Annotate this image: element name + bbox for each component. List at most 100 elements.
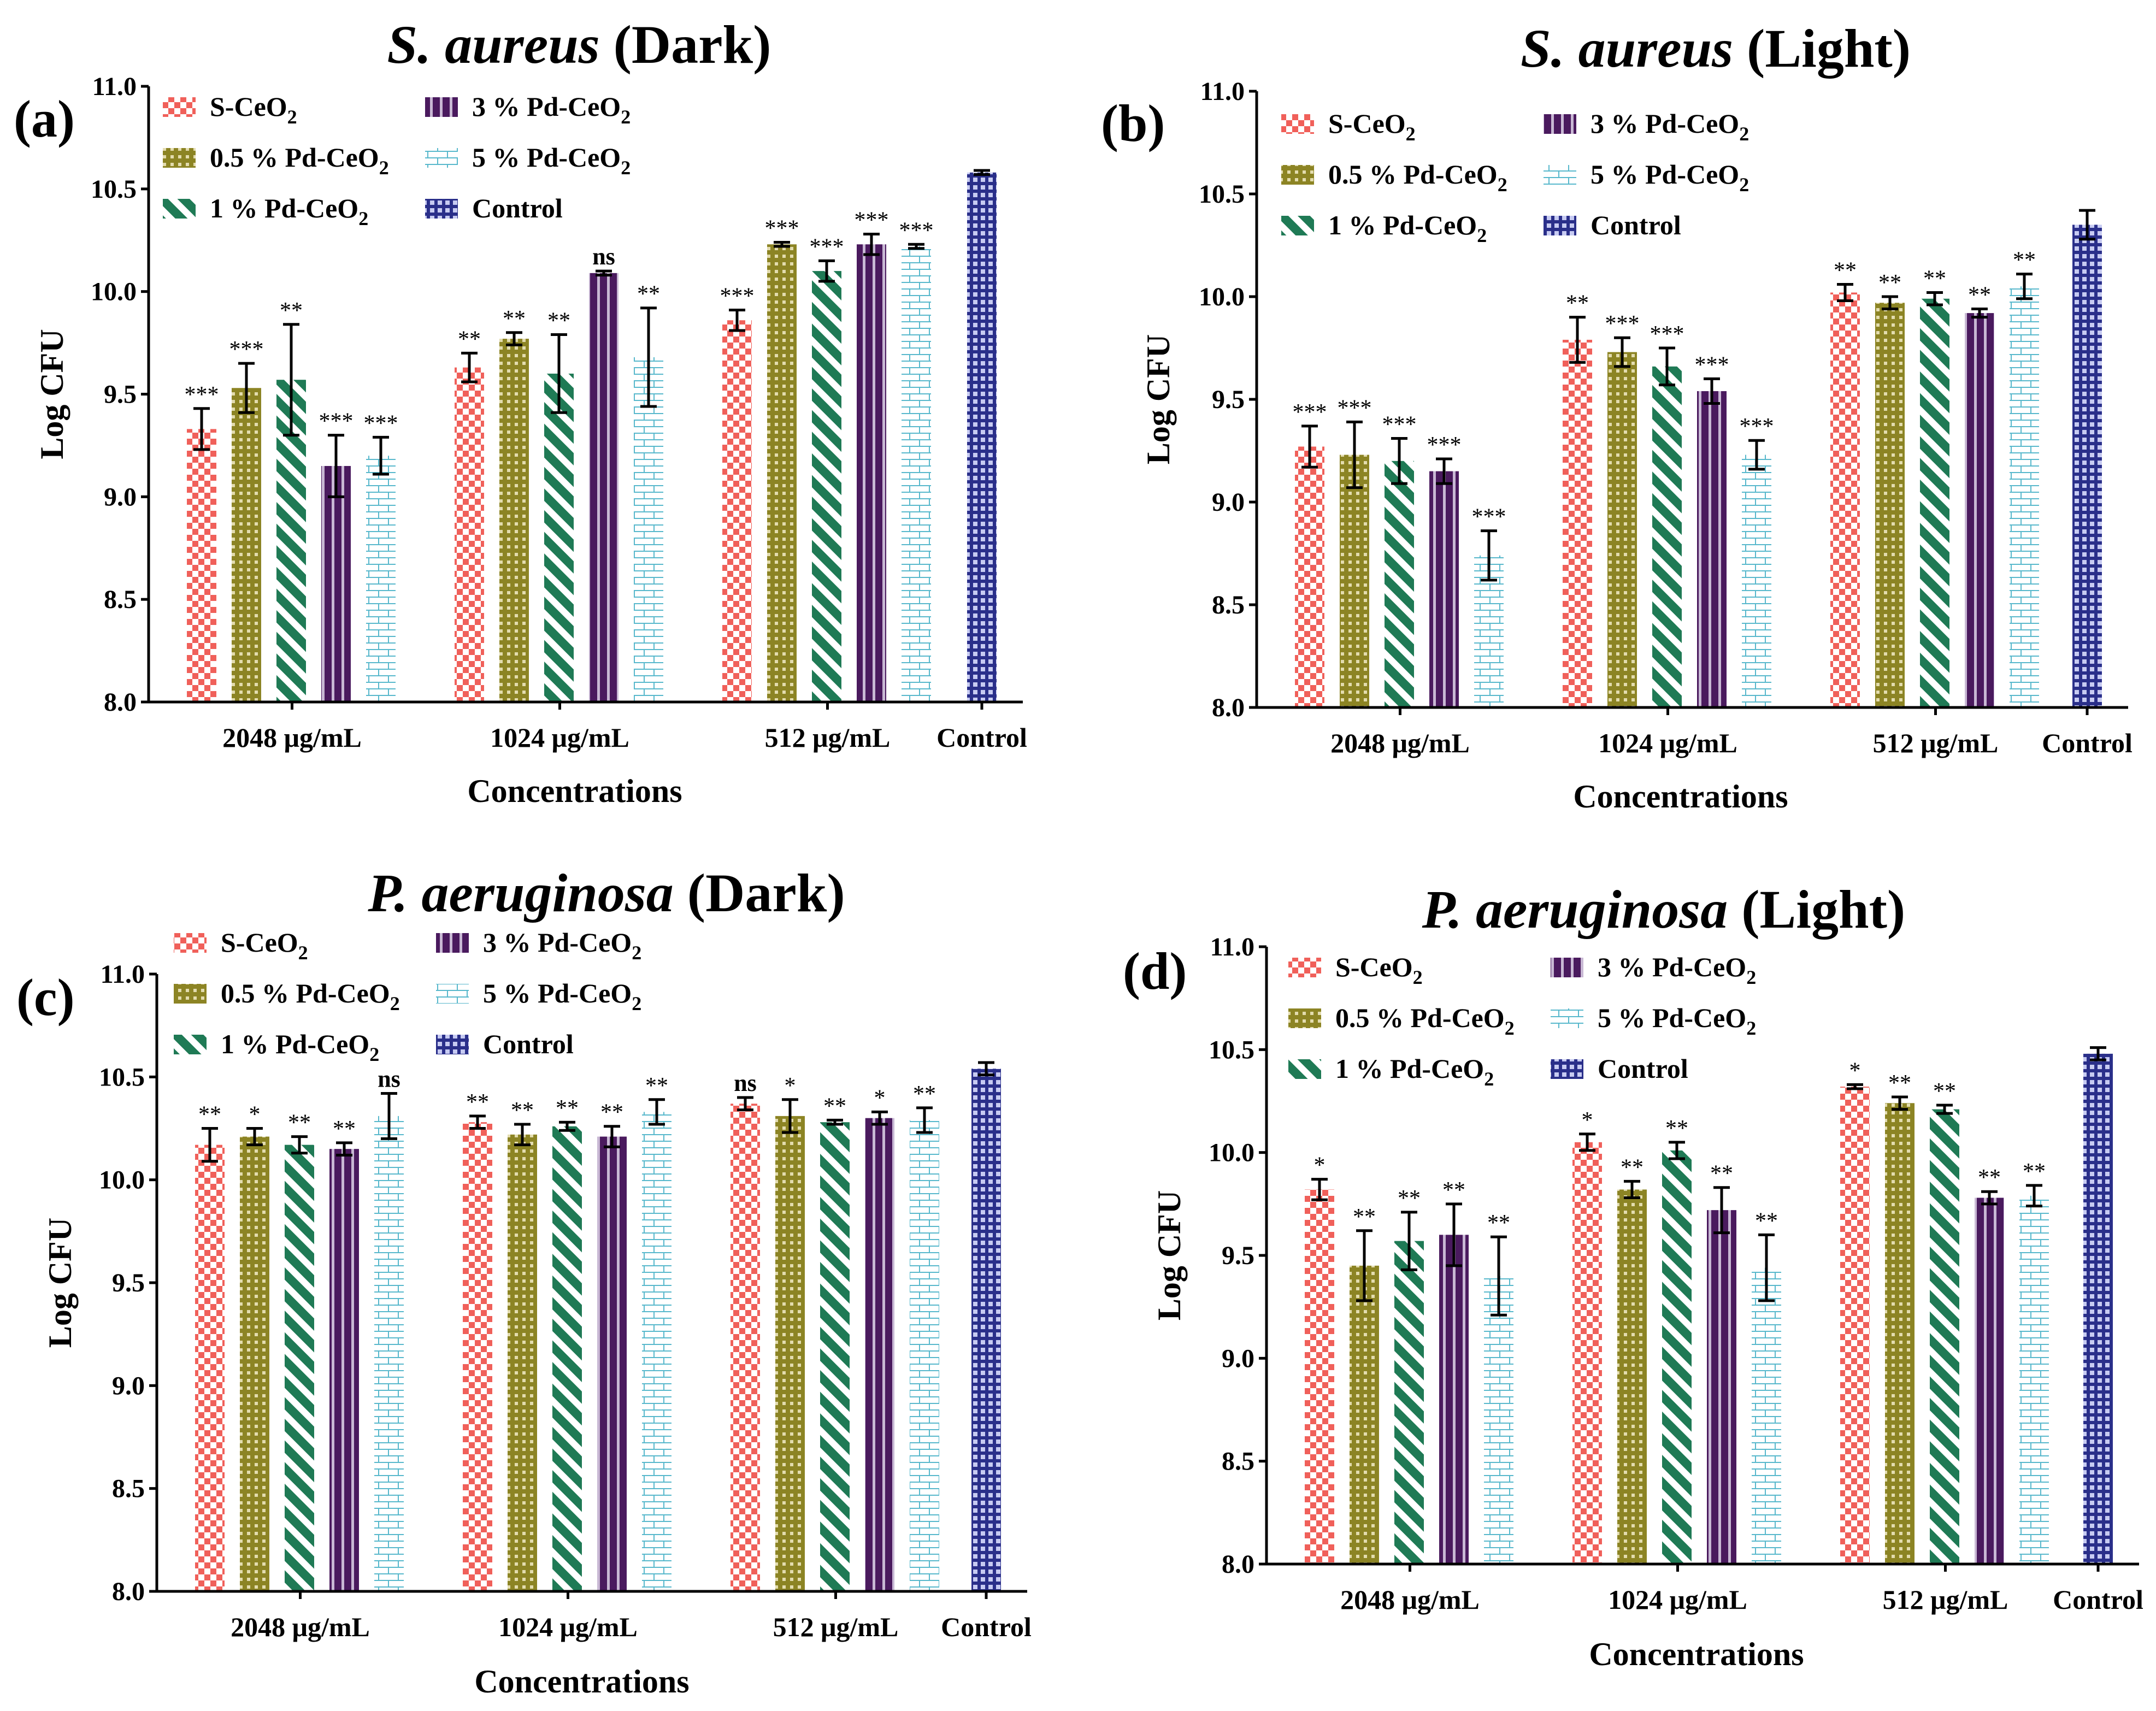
significance-label: ** [645,1073,668,1099]
significance-label: ** [1968,283,1991,308]
y-tick-label: 8.5 [104,585,137,614]
x-tick-label: 2048 μg/mL [231,1612,370,1642]
legend-label-3Pd: 3 % Pd-CeO2 [483,927,641,964]
legend-swatch-S-CeO2 [1288,958,1321,977]
bar-0.5Pd [508,1134,537,1591]
significance-label: ** [823,1094,846,1119]
legend-label-text: Control [472,193,563,223]
legend-label-5Pd: 5 % Pd-CeO2 [472,142,631,179]
legend-label-1Pd: 1 % Pd-CeO2 [210,193,368,229]
bar-1Pd [285,1144,314,1591]
significance-label: ** [198,1102,221,1128]
significance-label: ** [1442,1178,1465,1203]
significance-label: *** [1740,414,1774,439]
significance-label: ** [637,282,660,307]
significance-label: * [1849,1058,1861,1083]
legend-label-subscript: 2 [632,993,641,1014]
bar-0.5Pd [1617,1189,1647,1564]
y-tick-label: 9.0 [1212,488,1245,517]
y-tick-label: 10.0 [91,278,137,306]
legend-label-5Pd: 5 % Pd-CeO2 [483,978,641,1014]
y-tick-label: 9.0 [104,482,137,511]
legend-swatch-0.5Pd [174,984,207,1004]
bar-S-CeO2 [187,429,216,702]
bar-3Pd [1707,1210,1736,1564]
bar-1Pd [1920,298,1949,707]
legend-label-1Pd: 1 % Pd-CeO2 [1328,210,1487,246]
chart-title-organism: P. aeruginosa [367,863,673,923]
significance-label: *** [185,382,219,408]
y-tick-label: 8.0 [1212,693,1245,722]
legend-label-3Pd: 3 % Pd-CeO2 [472,91,631,128]
legend-swatch-Control [436,1035,469,1054]
y-tick-label: 11.0 [1210,933,1254,961]
y-tick-label: 9.5 [104,380,137,409]
legend-label-text: S-CeO [1328,108,1406,139]
x-tick-label-control: Control [936,722,1027,753]
significance-label: ** [1933,1079,1956,1104]
bar-0.5Pd [232,388,261,702]
legend-label-3Pd: 3 % Pd-CeO2 [1591,108,1749,145]
significance-label: *** [1338,396,1372,421]
bar-5Pd [2010,286,2039,707]
legend-label-subscript: 2 [1484,1068,1494,1090]
legend-label-S-CeO2: S-CeO2 [221,927,308,964]
significance-label: *** [229,337,264,362]
significance-label: *** [899,218,934,243]
y-tick-label: 9.5 [1212,385,1245,414]
legend-label-text: 5 % Pd-CeO [1598,1002,1746,1033]
y-tick-label: 8.5 [1212,591,1245,620]
significance-label: *** [1605,311,1640,337]
x-tick-label: 512 μg/mL [1883,1584,2008,1615]
x-tick-label: 2048 μg/mL [1340,1584,1480,1615]
bar-S-CeO2 [455,367,484,702]
legend-label-0.5Pd: 0.5 % Pd-CeO2 [221,978,400,1014]
bar-Control [967,172,997,702]
x-axis-label: Concentrations [1589,1636,1804,1672]
legend-label-S-CeO2: S-CeO2 [1328,108,1416,145]
significance-label: *** [364,411,398,436]
y-axis-label: Log CFU [1151,1190,1187,1320]
bar-1Pd [1662,1150,1692,1564]
bar-S-CeO2 [1295,446,1324,707]
significance-label: *** [765,216,799,241]
bar-3Pd [1965,313,1994,707]
legend-label-subscript: 2 [298,942,308,964]
significance-label: ns [378,1065,400,1092]
bar-3Pd [321,465,351,702]
bar-3Pd [1439,1235,1469,1564]
bar-5Pd [374,1116,404,1591]
panel-label: (c) [16,968,75,1026]
bar-1Pd [1394,1241,1424,1564]
bar-Control [2072,225,2102,707]
bar-3Pd [857,244,886,703]
legend-label-subscript: 2 [1739,174,1749,196]
legend-label-text: 3 % Pd-CeO [1591,108,1739,139]
legend-label-text: Control [483,1029,574,1059]
legend-swatch-3Pd [1544,114,1576,134]
legend-label-subscript: 2 [621,106,631,128]
x-tick-label: 512 μg/mL [1873,728,1999,758]
bar-3Pd [329,1149,359,1591]
legend-label-0.5Pd: 0.5 % Pd-CeO2 [1335,1002,1515,1039]
bar-1Pd [552,1126,582,1591]
y-tick-label: 8.5 [1222,1447,1254,1476]
bar-5Pd [1752,1267,1781,1564]
y-tick-label: 9.5 [112,1268,145,1297]
y-tick-label: 8.5 [112,1474,145,1503]
panel-label: (a) [14,90,75,148]
legend-swatch-5Pd [425,148,458,168]
legend-swatch-1Pd [163,199,196,219]
legend-swatch-0.5Pd [1288,1008,1321,1028]
significance-label: ** [1888,1071,1911,1096]
legend-label-subscript: 2 [1477,225,1487,246]
legend-label-subscript: 2 [1505,1017,1515,1039]
legend-label-text: 0.5 % Pd-CeO [1328,159,1498,190]
bar-3Pd [1975,1197,2004,1564]
legend-label-text: 5 % Pd-CeO [1591,159,1739,190]
significance-label: * [874,1085,886,1111]
